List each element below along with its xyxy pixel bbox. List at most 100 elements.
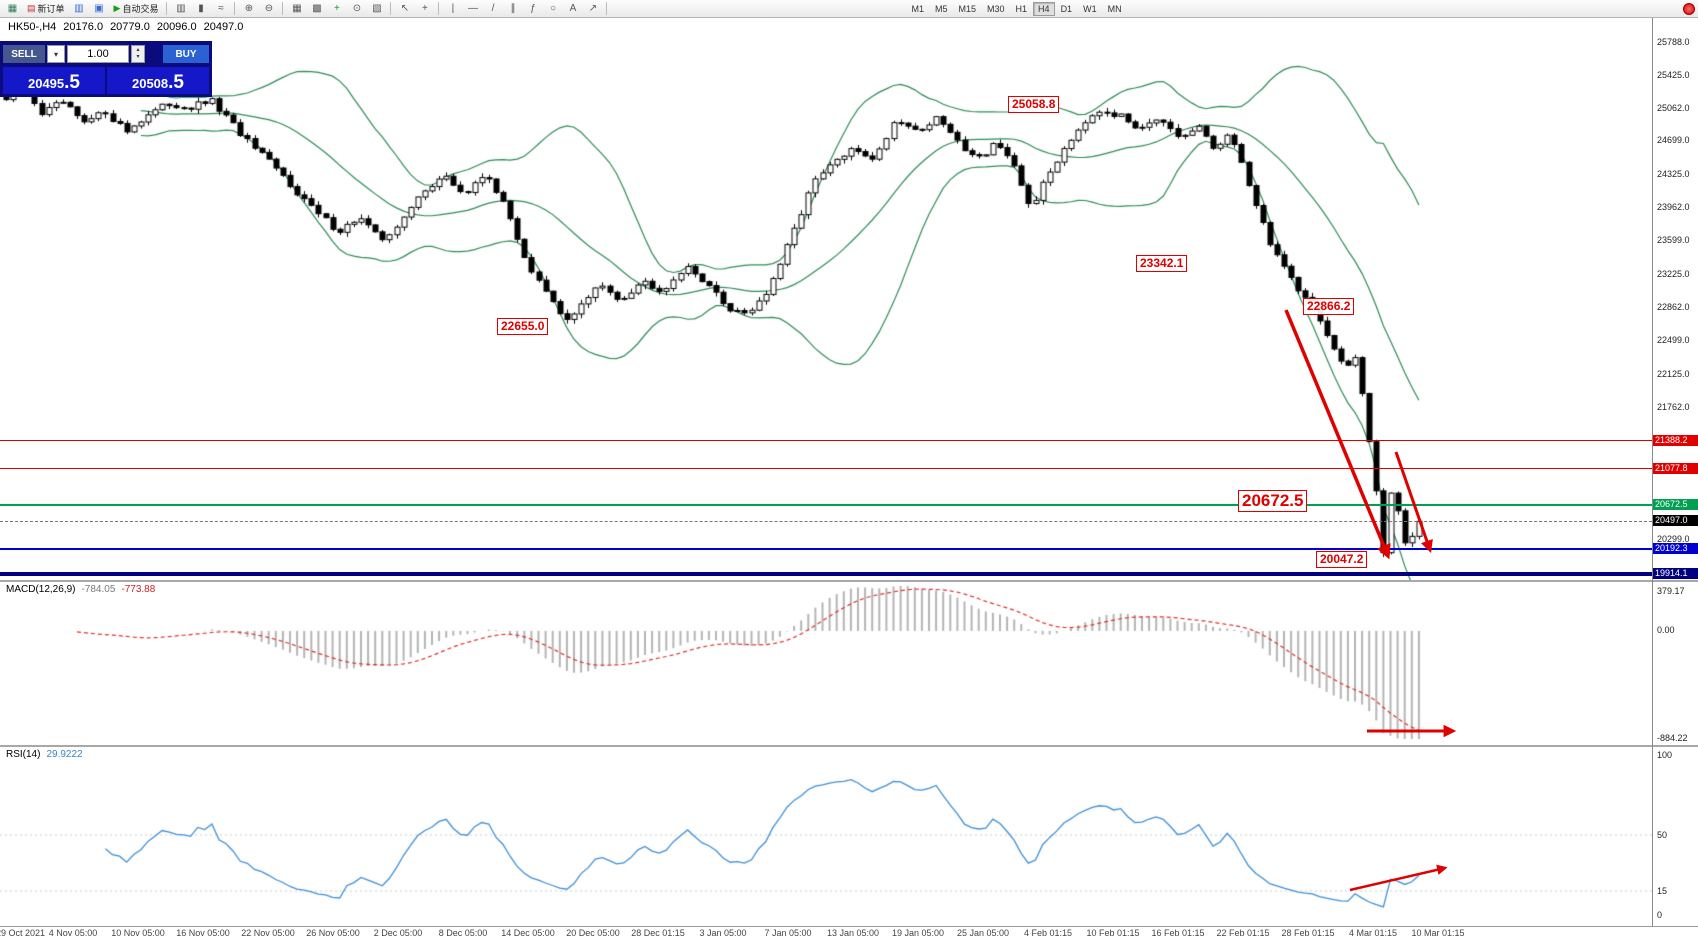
sell-price-frac: .5: [64, 72, 80, 93]
stepper-down-icon[interactable]: ▾: [136, 54, 140, 60]
price-axis-border: [1652, 18, 1653, 926]
cascade-windows-icon[interactable]: ▩: [307, 1, 326, 16]
indicators-add-icon[interactable]: +: [327, 1, 346, 16]
price-axis-label: 24699.0: [1657, 135, 1690, 146]
zoom-in-icon-glyph: ⊕: [244, 3, 254, 14]
cursor-icon[interactable]: ↖: [395, 1, 414, 16]
candlestick-chart-icon[interactable]: ▮: [191, 1, 210, 16]
time-axis-label: 4 Mar 01:15: [1348, 928, 1398, 938]
price-axis-label: 22862.0: [1657, 301, 1690, 312]
sell-button[interactable]: SELL: [3, 45, 45, 63]
volume-input[interactable]: [67, 45, 129, 63]
time-axis-label: 3 Jan 05:00: [699, 928, 747, 938]
analysis-hline[interactable]: [0, 572, 1652, 577]
price-tag: 19914.1: [1653, 568, 1698, 580]
arrow-tools-icon[interactable]: ↗: [583, 1, 602, 16]
order-type-dropdown[interactable]: ▾: [47, 45, 65, 63]
macd-panel-canvas[interactable]: [0, 582, 1652, 745]
timeframe-m30-button[interactable]: M30: [987, 3, 1005, 14]
timeframe-h1-button[interactable]: H1: [1015, 3, 1028, 14]
symbol-period-label: HK50-,H4: [8, 21, 57, 33]
price-callout[interactable]: 20047.2: [1316, 551, 1368, 568]
chart-profiles-icon[interactable]: ▥: [70, 1, 89, 16]
data-window-icon-glyph: ▣: [94, 3, 104, 14]
community-icon[interactable]: [1683, 2, 1695, 15]
price-callout[interactable]: 22866.2: [1303, 298, 1355, 315]
analysis-hline[interactable]: [0, 468, 1652, 470]
time-axis-label: 10 Mar 01:15: [1411, 928, 1465, 938]
fibonacci-icon-glyph: ƒ: [530, 3, 536, 14]
buy-price-main: 20508: [131, 76, 169, 91]
buy-price-display[interactable]: 20508.5: [107, 67, 209, 94]
timeframe-mn-button[interactable]: MN: [1107, 3, 1122, 14]
periods-clock-icon-glyph: ⊙: [352, 3, 362, 14]
timeframe-w1-button[interactable]: W1: [1083, 3, 1097, 14]
time-axis-label: 7 Jan 05:00: [764, 928, 812, 938]
ohlc-high: 20779.0: [110, 21, 150, 33]
one-click-trading-panel: SELL ▾ ▴▾ BUY 20495.5 20508.5: [0, 41, 212, 97]
macd-axis-label: 379.17: [1657, 586, 1685, 596]
autotrading-glyph: ▶: [113, 3, 121, 13]
price-callout[interactable]: 23342.1: [1136, 255, 1188, 272]
timeframe-m1-button[interactable]: M1: [911, 3, 924, 14]
tile-windows-icon[interactable]: ▦: [287, 1, 306, 16]
price-axis-label: 20299.0: [1657, 534, 1690, 545]
horizontal-line-icon[interactable]: —: [463, 1, 482, 16]
analysis-hline[interactable]: [0, 520, 1652, 522]
analysis-hline[interactable]: [0, 440, 1652, 442]
line-chart-icon[interactable]: ≈: [211, 1, 230, 16]
autotrading-button[interactable]: ▶ 自动交易: [110, 1, 163, 16]
time-axis-label: 13 Jan 05:00: [826, 928, 880, 938]
bar-chart-icon[interactable]: ▥: [171, 1, 190, 16]
stepper-up-icon[interactable]: ▴: [136, 47, 140, 53]
crosshair-icon[interactable]: +: [415, 1, 434, 16]
text-icon[interactable]: A: [563, 1, 582, 16]
analysis-hline[interactable]: [0, 547, 1652, 550]
price-callout[interactable]: 25058.8: [1008, 96, 1060, 113]
new-order-button[interactable]: ▤ 新订单: [23, 1, 69, 16]
price-callout[interactable]: 22655.0: [497, 318, 549, 335]
sell-price-display[interactable]: 20495.5: [3, 67, 105, 94]
panel-separator-rsi[interactable]: [0, 745, 1698, 747]
timeframe-d1-button[interactable]: D1: [1060, 3, 1073, 14]
zoom-out-icon[interactable]: ⊖: [259, 1, 278, 16]
main-chart-canvas[interactable]: [0, 18, 1652, 580]
cursor-icon-glyph: ↖: [400, 3, 410, 14]
timeframe-m5-button[interactable]: M5: [934, 3, 948, 14]
price-axis-label: 23962.0: [1657, 202, 1690, 213]
macd-name: MACD(12,26,9): [6, 584, 76, 595]
time-axis-border: [0, 926, 1698, 927]
new-chart-icon[interactable]: ▦: [3, 1, 22, 16]
vertical-line-icon-glyph: |: [451, 3, 455, 14]
price-axis-label: 24325.0: [1657, 169, 1690, 180]
price-callout[interactable]: 20672.5: [1238, 490, 1308, 512]
templates-icon[interactable]: ▧: [367, 1, 386, 16]
rsi-axis-label: 50: [1657, 830, 1668, 840]
rsi-value: 29.9222: [46, 749, 83, 760]
time-axis-label: 10 Nov 05:00: [111, 928, 165, 938]
time-axis-label: 26 Nov 05:00: [306, 928, 360, 938]
analysis-hline[interactable]: [0, 504, 1652, 507]
crosshair-icon-glyph: +: [422, 3, 428, 14]
buy-button[interactable]: BUY: [163, 45, 209, 63]
buy-price-frac: .5: [168, 72, 184, 93]
volume-stepper[interactable]: ▴ ▾: [131, 45, 145, 63]
time-axis-label: 16 Nov 05:00: [176, 928, 230, 938]
fibonacci-icon[interactable]: ƒ: [523, 1, 542, 16]
timeframe-m15-button[interactable]: M15: [958, 3, 977, 14]
macd-main-value: -784.05: [81, 584, 116, 595]
line-chart-icon-glyph: ≈: [218, 3, 224, 14]
channel-icon[interactable]: ∥: [503, 1, 522, 16]
data-window-icon[interactable]: ▣: [90, 1, 109, 16]
shapes-icon[interactable]: ○: [543, 1, 562, 16]
periods-clock-icon[interactable]: ⊙: [347, 1, 366, 16]
trendline-icon[interactable]: /: [483, 1, 502, 16]
vertical-line-icon[interactable]: |: [443, 1, 462, 16]
price-tag: 20192.3: [1653, 542, 1698, 554]
rsi-panel-canvas[interactable]: [0, 747, 1652, 926]
panel-separator-macd[interactable]: [0, 580, 1698, 582]
zoom-in-icon[interactable]: ⊕: [239, 1, 258, 16]
time-axis-label: 28 Dec 01:15: [631, 928, 685, 938]
timeframe-h4-button[interactable]: H4: [1033, 1, 1055, 16]
